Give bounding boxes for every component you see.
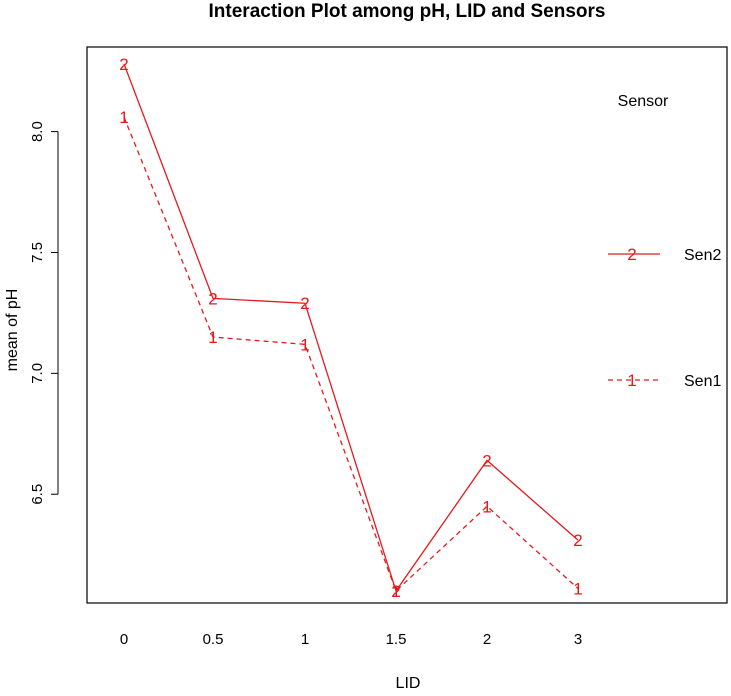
x-tick-label: 2 [483, 631, 491, 648]
data-point: 1 [300, 335, 309, 354]
x-axis-label: LID [396, 675, 421, 691]
legend: Sensor 2 Sen2 1 Sen1 [608, 93, 721, 390]
x-tick-label: 3 [574, 631, 582, 648]
legend-symbol: 1 [627, 371, 636, 390]
data-point: 2 [482, 451, 491, 470]
data-point: 1 [391, 582, 400, 601]
plot-frame [86, 46, 728, 604]
data-point: 1 [482, 497, 491, 516]
chart-title: Interaction Plot among pH, LID and Senso… [209, 1, 606, 22]
data-point: 2 [573, 531, 582, 550]
data-point: 1 [573, 579, 582, 598]
data-point: 1 [119, 108, 128, 127]
y-tick-label: 7.0 [29, 363, 46, 384]
x-tick-label: 1 [301, 631, 309, 648]
legend-title: Sensor [618, 93, 669, 110]
data-point: 2 [391, 582, 400, 601]
x-tick-label: 0 [120, 631, 128, 648]
y-tick-label: 8.0 [29, 121, 46, 142]
y-axis-label: mean of pH [4, 289, 21, 372]
data-point: 2 [300, 294, 309, 313]
x-tick-label: 0.5 [203, 631, 224, 648]
data-point: 2 [119, 55, 128, 74]
series-line-sen2 [123, 63, 579, 593]
data-point: 1 [208, 328, 217, 347]
y-tick-label: 6.5 [29, 484, 46, 505]
data-point: 2 [208, 289, 217, 308]
y-axis: 6.5 7.0 7.5 8.0 [29, 121, 59, 505]
legend-label-sen1: Sen1 [684, 373, 721, 390]
x-tick-label: 1.5 [386, 631, 407, 648]
y-tick-label: 7.5 [29, 242, 46, 263]
series-line-sen1 [123, 116, 579, 593]
x-axis: 0 0.5 1 1.5 2 3 [120, 631, 582, 648]
legend-symbol: 2 [627, 245, 636, 264]
legend-label-sen2: Sen2 [684, 247, 721, 264]
